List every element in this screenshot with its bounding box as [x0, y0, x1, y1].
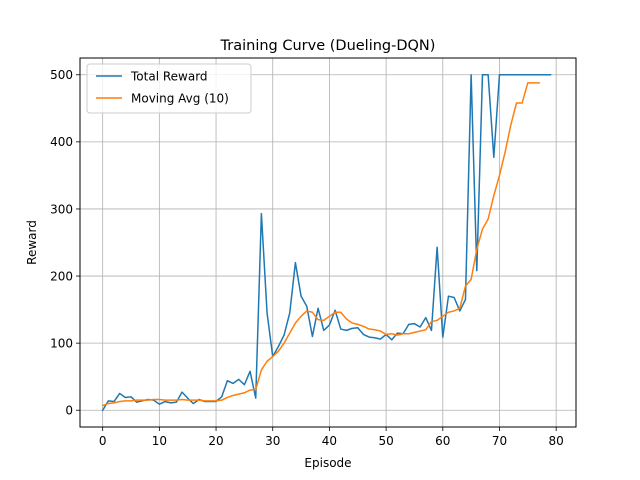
y-tick-label: 500	[50, 68, 73, 82]
x-tick-label: 70	[492, 434, 507, 448]
x-tick-label: 40	[322, 434, 337, 448]
x-axis-label: Episode	[304, 456, 351, 470]
axis-ticks: 0 10 20 30 40 50 60 70 80 0 100 200 300 400 500	[50, 68, 564, 448]
series-lines	[101, 74, 552, 412]
y-tick-label: 0	[65, 404, 73, 418]
y-axis-label: Reward	[25, 220, 39, 265]
x-tick-label: 10	[152, 434, 167, 448]
y-tick-label: 400	[50, 135, 73, 149]
x-tick-label: 80	[549, 434, 564, 448]
chart-title: Training Curve (Dueling-DQN)	[220, 38, 436, 54]
x-tick-label: 30	[265, 434, 280, 448]
legend-entry-label: Moving Avg (10)	[131, 91, 229, 105]
legend: Total Reward Moving Avg (10)	[86, 63, 252, 114]
y-tick-label: 200	[50, 269, 73, 283]
x-tick-label: 60	[435, 434, 450, 448]
legend-box	[86, 63, 252, 114]
plot-area-frame	[79, 57, 577, 428]
x-tick-label: 20	[208, 434, 223, 448]
legend-entry-label: Total Reward	[130, 69, 208, 83]
x-tick-label: 0	[99, 434, 107, 448]
x-tick-label: 50	[378, 434, 393, 448]
y-tick-label: 300	[50, 202, 73, 216]
y-tick-label: 100	[50, 336, 73, 350]
series-line-moving-avg	[101, 82, 540, 407]
series-line-total-reward	[101, 74, 552, 412]
